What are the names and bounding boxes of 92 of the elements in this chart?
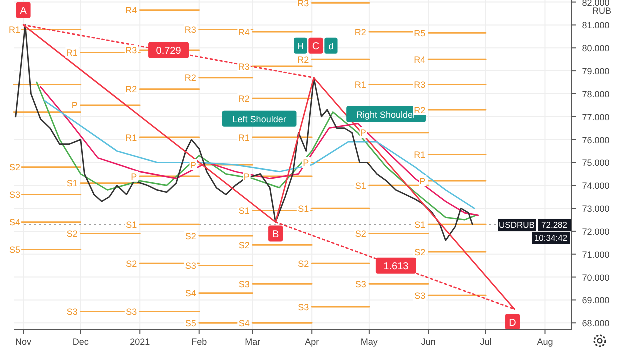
annotation: R3 (184, 25, 196, 36)
annotation: S2 (238, 240, 250, 251)
x-tick-label: Feb (192, 337, 208, 347)
x-tick-label: Jun (421, 337, 436, 347)
y-tick-label: 76.000 (582, 135, 610, 146)
x-tick-label: 2021 (130, 337, 150, 347)
annotation: S2 (414, 247, 426, 258)
annotation: R2 (238, 94, 250, 104)
annotation: 1.613 (384, 262, 410, 273)
annotation: S3 (238, 279, 250, 290)
annotation: S1 (298, 204, 310, 214)
annotation: P (131, 172, 138, 182)
y-tick-label: 79.000 (582, 66, 610, 77)
ref-line-label: 72.282 (542, 220, 568, 230)
y-tick-label: 78.000 (582, 89, 610, 100)
annotation: Left Shoulder (232, 114, 286, 124)
annotation: P (72, 100, 78, 111)
annotation: R2 (414, 105, 426, 116)
annotation: S2 (298, 258, 310, 269)
x-tick-label: May (360, 337, 378, 347)
annotation: R4 (126, 6, 138, 16)
annotation: S1 (355, 180, 366, 191)
annotation: R2 (298, 54, 310, 65)
y-tick-label: 70.000 (582, 272, 610, 283)
annotation: A (20, 6, 28, 18)
annotation: S4 (185, 288, 196, 299)
annotation: S2 (355, 229, 366, 240)
annotation: S3 (414, 290, 426, 301)
annotation: S3 (66, 306, 78, 317)
annotation: R1 (66, 48, 78, 58)
annotation: R1 (9, 25, 21, 36)
annotation: R5 (414, 28, 426, 39)
annotation: R3 (298, 0, 310, 9)
annotation: B (272, 230, 280, 241)
y-tick-label: 81.000 (582, 20, 610, 31)
annotation: R3 (414, 80, 426, 90)
annotation: 10:34:42 (534, 232, 568, 243)
annotation: S3 (10, 190, 21, 200)
annotation: S4 (10, 218, 21, 228)
annotation: S3 (126, 306, 138, 317)
x-tick-label: Jul (480, 337, 492, 347)
y-tick-label: 80.000 (582, 44, 610, 54)
annotation: P (360, 128, 366, 138)
annotation: R3 (126, 46, 138, 56)
annotation: USDRUB (499, 220, 536, 230)
annotation: S2 (185, 231, 196, 242)
annotation: S3 (355, 279, 366, 290)
annotation: R1 (414, 150, 426, 160)
annotation: S1 (126, 220, 138, 230)
annotation: R2 (354, 27, 366, 38)
annotation: R1 (354, 80, 366, 90)
annotation: D (509, 318, 516, 329)
annotation: S2 (66, 229, 78, 240)
annotation: P (303, 158, 310, 168)
y-axis-title: RUB (592, 6, 612, 16)
annotation: S1 (414, 220, 426, 230)
annotation: R2 (126, 84, 138, 95)
annotation: S2 (126, 258, 138, 269)
annotation: R4 (238, 27, 250, 38)
y-tick-label: 69.000 (582, 296, 610, 306)
y-tick-label: 71.000 (582, 250, 610, 260)
x-tick-label: Nov (16, 337, 32, 347)
x-tick-label: Apr (305, 337, 320, 347)
annotation: R4 (414, 54, 426, 65)
annotation: P (190, 160, 196, 170)
x-tick-label: Mar (245, 337, 261, 347)
annotation: S3 (185, 261, 196, 272)
annotation: H (297, 41, 304, 52)
x-tick-label: Aug (537, 337, 554, 347)
annotation: S5 (185, 318, 196, 328)
annotation: S2 (10, 162, 21, 173)
annotation: 0.729 (156, 46, 182, 58)
y-tick-label: 68.000 (582, 318, 610, 329)
annotation: S5 (10, 245, 21, 256)
y-tick-label: 77.000 (582, 112, 610, 122)
y-tick-label: 74.000 (582, 181, 610, 192)
annotation: S1 (238, 206, 250, 216)
y-tick-label: 72.000 (582, 226, 610, 237)
x-tick-label: Dec (72, 337, 90, 347)
annotation: S4 (238, 318, 250, 328)
annotation: S3 (298, 302, 310, 312)
annotation: R1 (238, 132, 250, 143)
annotation: R1 (126, 132, 138, 143)
y-tick-label: 73.000 (582, 204, 610, 214)
annotation: S1 (66, 178, 78, 189)
annotation: C (312, 42, 320, 53)
annotation: R2 (184, 73, 196, 84)
y-tick-label: 75.000 (582, 158, 610, 168)
annotation: P (244, 172, 250, 182)
annotation: P (420, 176, 426, 186)
annotation: R3 (238, 62, 250, 72)
annotation: d (328, 41, 334, 52)
